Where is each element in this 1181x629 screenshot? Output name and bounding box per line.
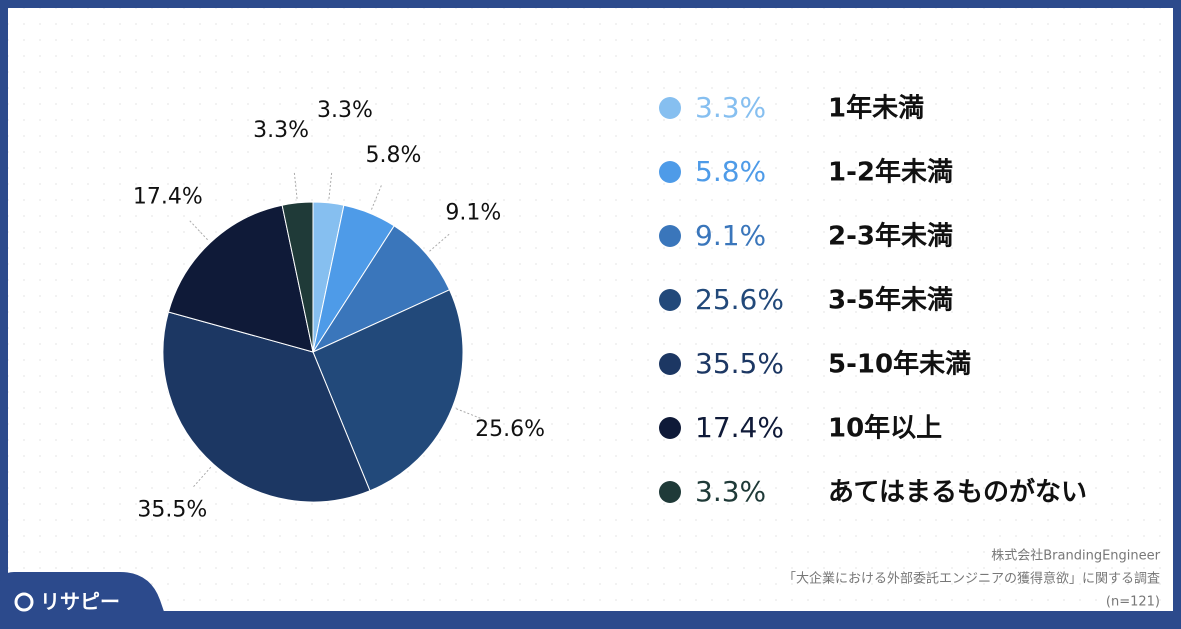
legend-swatch: [659, 161, 681, 183]
legend-swatch: [659, 481, 681, 503]
legend-label: 5-10年未満: [828, 349, 971, 380]
pie-slice: [281, 201, 314, 353]
legend-value: 3.3%: [695, 91, 766, 124]
leader-line: [193, 466, 212, 487]
pie-slice: [312, 289, 464, 492]
pie-slice: [167, 204, 314, 353]
data-label: 9.1%: [445, 200, 501, 225]
legend-value: 5.8%: [695, 155, 766, 188]
leader-line: [429, 233, 450, 252]
legend-value: 9.1%: [695, 219, 766, 252]
legend-swatch: [659, 225, 681, 247]
source-note: (n=121): [1106, 595, 1160, 610]
legend-label: あてはまるものがない: [828, 477, 1087, 508]
legend-value: 17.4%: [695, 411, 784, 444]
data-label: 25.6%: [475, 417, 545, 442]
pie-slice: [162, 311, 371, 503]
legend-label: 3-5年未満: [828, 285, 953, 316]
legend-swatch: [659, 353, 681, 375]
legend-swatch: [659, 289, 681, 311]
legend-label: 1-2年未満: [828, 157, 953, 188]
data-label: 3.3%: [317, 98, 373, 123]
leader-line: [456, 408, 481, 419]
logo-icon: [14, 592, 34, 612]
legend-value: 25.6%: [695, 283, 784, 316]
leader-line: [293, 172, 298, 199]
legend-swatch: [659, 97, 681, 119]
legend-value: 35.5%: [695, 347, 784, 380]
data-label: 17.4%: [133, 184, 203, 209]
legend-label: 2-3年未満: [828, 221, 953, 252]
legend-label: 10年以上: [828, 413, 942, 444]
data-label: 35.5%: [137, 498, 207, 523]
leader-line: [189, 220, 208, 241]
source-note: 「大企業における外部委託エンジニアの獲得意欲」に関する調査: [783, 571, 1160, 587]
data-label: 5.8%: [366, 143, 422, 168]
leader-line: [328, 172, 333, 199]
legend-swatch: [659, 417, 681, 439]
pie-slice: [311, 225, 451, 354]
legend-value: 3.3%: [695, 475, 766, 508]
logo: リサピー: [40, 590, 120, 614]
leader-line: [371, 185, 382, 210]
data-label: 3.3%: [253, 118, 309, 143]
logo-tab: [0, 572, 170, 629]
legend-label: 1年未満: [828, 93, 924, 124]
source-note: 株式会社BrandingEngineer: [991, 548, 1160, 564]
